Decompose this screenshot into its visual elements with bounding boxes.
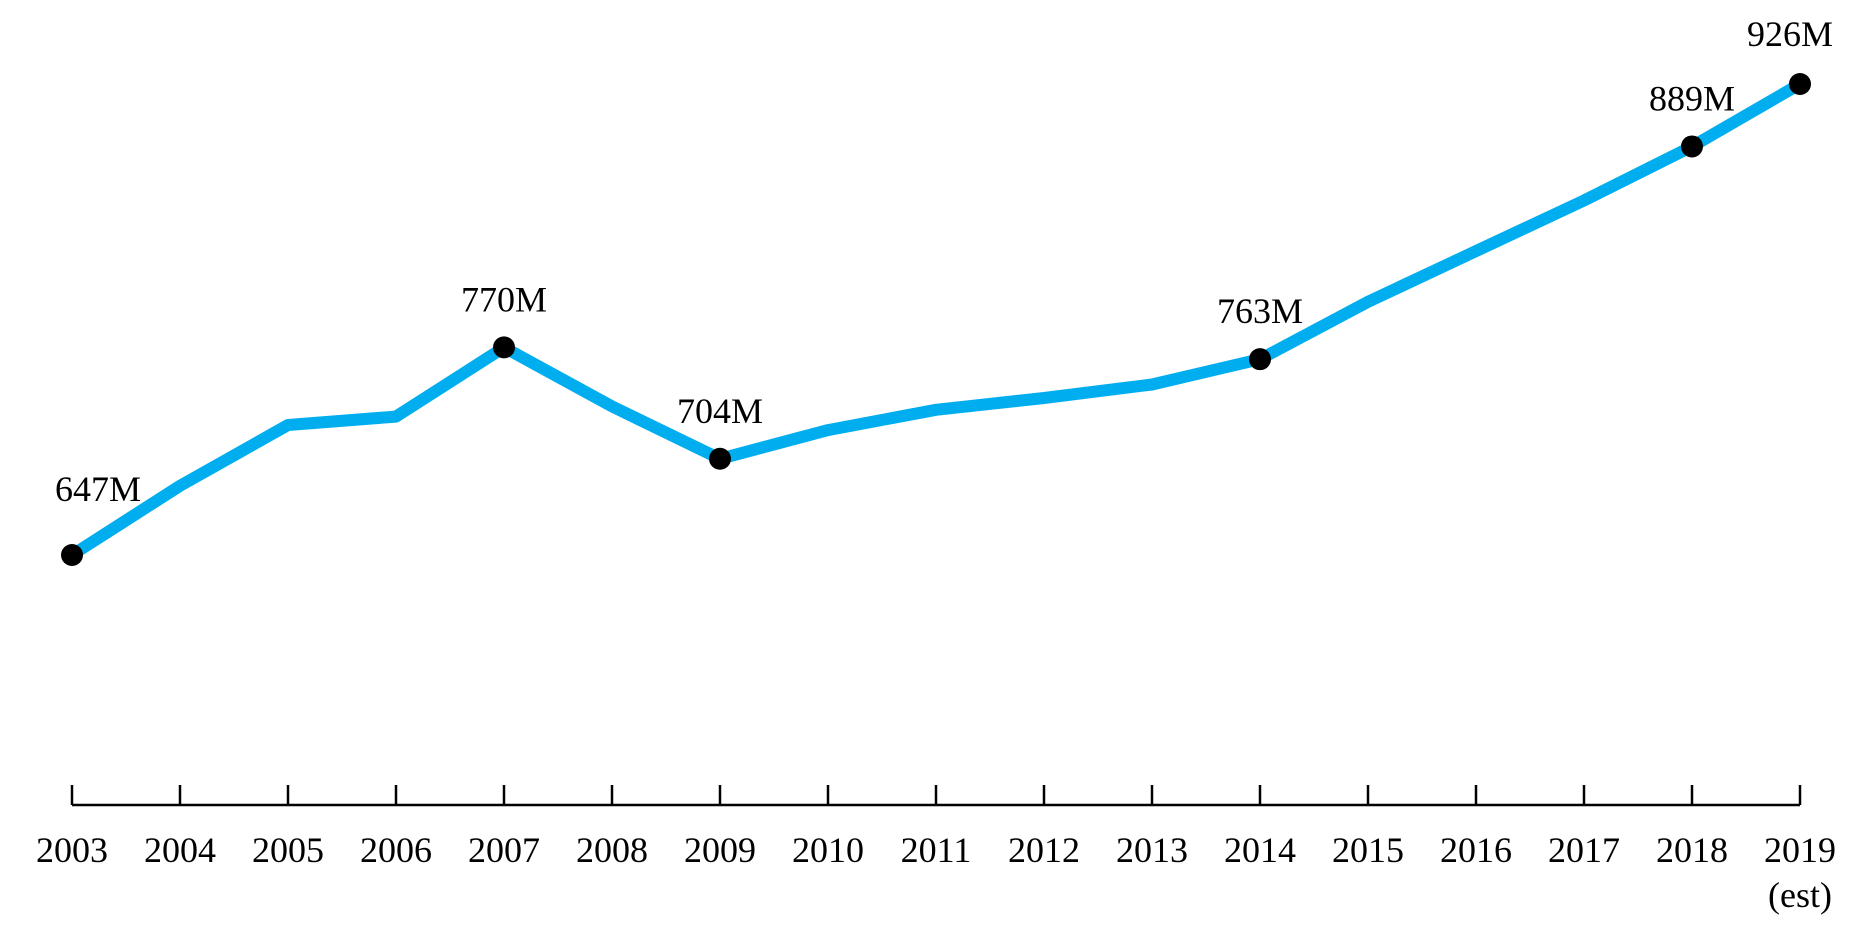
data-point-2007: [493, 336, 515, 359]
data-point-2003: [61, 544, 83, 566]
x-tick-label-2003: 2003: [36, 830, 108, 870]
data-point-2019: [1789, 73, 1811, 95]
x-tick-label-2008: 2008: [576, 830, 648, 870]
x-tick-label-2014: 2014: [1224, 830, 1296, 870]
data-point-2018: [1681, 135, 1703, 158]
x-tick-label-2004: 2004: [144, 830, 216, 870]
x-tick-label-2017: 2017: [1548, 830, 1620, 870]
data-label-2009: 704M: [677, 391, 763, 431]
data-labels: 647M 770M 704M 763M 889M 926M: [55, 14, 1833, 509]
x-tick-label-2012: 2012: [1008, 830, 1080, 870]
x-tick-sublabel-2019: (est): [1768, 875, 1832, 915]
data-label-2003: 647M: [55, 469, 141, 509]
x-axis: 2003 2004 2005 2006 2007 2008 2009 2010 2011 2012…: [36, 785, 1836, 915]
x-tick-label-2016: 2016: [1440, 830, 1512, 870]
x-tick-label-2018: 2018: [1656, 830, 1728, 870]
x-tick-label-2015: 2015: [1332, 830, 1404, 870]
data-label-2018: 889M: [1649, 78, 1735, 118]
x-tick-label-2010: 2010: [792, 830, 864, 870]
series-line-group: [66, 78, 1806, 561]
data-label-2019: 926M: [1747, 14, 1833, 54]
data-markers: [61, 73, 1811, 566]
x-tick-label-2019: 2019: [1764, 830, 1836, 870]
data-label-2007: 770M: [461, 279, 547, 319]
x-tick-label-2006: 2006: [360, 830, 432, 870]
data-point-2014: [1249, 348, 1271, 371]
x-tick-label-2011: 2011: [901, 830, 972, 870]
x-tick-label-2005: 2005: [252, 830, 324, 870]
x-tick-label-2009: 2009: [684, 830, 756, 870]
x-tick-label-2007: 2007: [468, 830, 540, 870]
x-tick-label-2013: 2013: [1116, 830, 1188, 870]
data-label-2014: 763M: [1217, 291, 1303, 331]
data-point-2009: [709, 447, 731, 470]
series-line: [66, 78, 1806, 561]
